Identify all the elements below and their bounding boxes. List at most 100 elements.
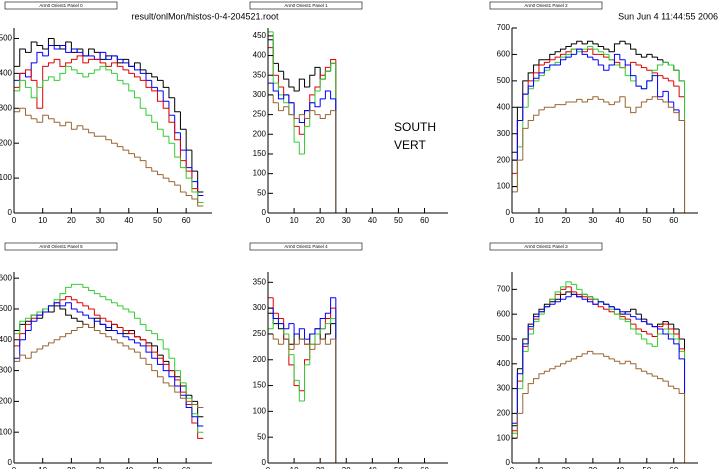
histogram-bin <box>298 78 305 91</box>
histogram-bin <box>576 355 583 359</box>
histogram-bin <box>116 73 124 81</box>
histogram-bin <box>59 336 66 340</box>
histogram-bin <box>635 49 642 55</box>
y-tick-label: 50 <box>257 188 266 197</box>
histogram-bin <box>82 284 89 288</box>
x-tick-label: 40 <box>615 216 624 225</box>
histogram-bin <box>549 53 556 60</box>
histogram-bin <box>191 195 198 200</box>
histogram-bin <box>673 65 680 71</box>
histogram-bin <box>134 312 141 319</box>
y-tick-label: 350 <box>253 70 267 79</box>
histogram-bin <box>538 59 545 65</box>
histogram-bin <box>330 317 336 324</box>
histogram-bin <box>619 40 626 44</box>
histogram-bin <box>24 80 32 88</box>
histogram-bin <box>298 328 305 334</box>
histogram-bin <box>646 98 653 102</box>
histogram-bin <box>576 40 583 44</box>
histogram-bin <box>304 79 310 88</box>
histogram-bin <box>128 308 135 313</box>
histogram-bin <box>565 360 572 364</box>
histogram-bin <box>646 321 653 325</box>
title-box <box>489 242 603 251</box>
histogram-bin <box>324 333 331 340</box>
histogram-bin <box>597 49 604 53</box>
histogram-bin <box>162 376 169 384</box>
histogram-bin <box>630 361 636 365</box>
x-tick-label: 30 <box>588 216 597 225</box>
histogram-bin <box>635 363 642 370</box>
histogram-bin <box>162 174 169 179</box>
histogram-bin <box>603 353 610 357</box>
histogram-bin <box>319 338 326 345</box>
histogram-bin <box>597 96 604 100</box>
label: SOUTH <box>394 120 436 134</box>
histogram-bin <box>533 114 539 121</box>
histogram-bin <box>324 70 331 80</box>
date: Sun Jun 4 11:44:55 2006 <box>618 11 718 21</box>
histogram-bin <box>162 101 169 109</box>
histogram-bin <box>527 85 534 95</box>
histogram-bin <box>283 338 289 345</box>
histogram-bin <box>527 326 534 344</box>
histogram-bin <box>560 363 566 367</box>
histogram-bin <box>324 339 331 345</box>
histogram-bin <box>560 48 566 52</box>
histogram-bin <box>624 96 631 108</box>
histogram-bin <box>586 294 593 298</box>
histogram-bin <box>657 333 663 347</box>
histogram-bin <box>162 80 169 88</box>
histogram-bin <box>549 368 556 372</box>
histogram-bin <box>197 404 204 409</box>
y-tick-label: 50 <box>257 432 266 441</box>
histogram-bin <box>565 56 572 60</box>
histogram-bin <box>156 76 164 81</box>
histogram-bin <box>70 283 78 288</box>
histogram-bin <box>283 323 289 330</box>
histogram-bin <box>570 48 577 55</box>
histogram-bin <box>298 380 305 402</box>
histogram-bin <box>168 349 175 359</box>
histogram-bin <box>516 412 523 439</box>
histogram-bin <box>156 370 164 378</box>
histogram-bin <box>662 378 669 382</box>
histogram-bin <box>678 86 685 98</box>
histogram-bin <box>151 87 158 92</box>
histogram-bin <box>36 51 43 63</box>
y-tick-label: 700 <box>497 284 511 293</box>
y-tick-label: 200 <box>0 138 13 147</box>
histogram-bin <box>565 53 572 58</box>
histogram-bin <box>134 339 141 344</box>
histogram-bin <box>272 94 279 104</box>
histogram-bin <box>603 51 610 55</box>
histogram-bin <box>619 96 626 102</box>
histogram-bin <box>309 110 315 119</box>
histogram-bin <box>592 296 599 300</box>
histogram-bin <box>667 78 674 82</box>
histogram-bin <box>603 46 610 50</box>
histogram-bin <box>65 62 72 67</box>
histogram-bin <box>116 62 124 67</box>
histogram-bin <box>93 290 101 295</box>
histogram-bin <box>88 315 95 319</box>
histogram-bin <box>82 323 89 328</box>
histogram-bin <box>24 108 32 116</box>
histogram-bin <box>122 146 129 151</box>
histogram-bin <box>272 308 279 319</box>
histogram-bin <box>174 181 181 186</box>
histogram-bin <box>47 44 55 56</box>
histogram-bin <box>197 199 204 207</box>
histogram-bin <box>111 139 118 144</box>
histogram-bin <box>59 72 66 81</box>
histogram-bin <box>586 40 593 44</box>
histogram-bin <box>304 339 310 345</box>
histogram-bin <box>619 54 626 61</box>
histogram-bin <box>70 315 78 319</box>
histogram-bin <box>36 118 43 123</box>
histogram-bin <box>30 69 37 81</box>
y-tick-label: 500 <box>0 34 13 43</box>
y-tick-label: 200 <box>497 408 511 417</box>
histogram-bin <box>128 330 135 335</box>
histogram-bin <box>554 365 561 369</box>
